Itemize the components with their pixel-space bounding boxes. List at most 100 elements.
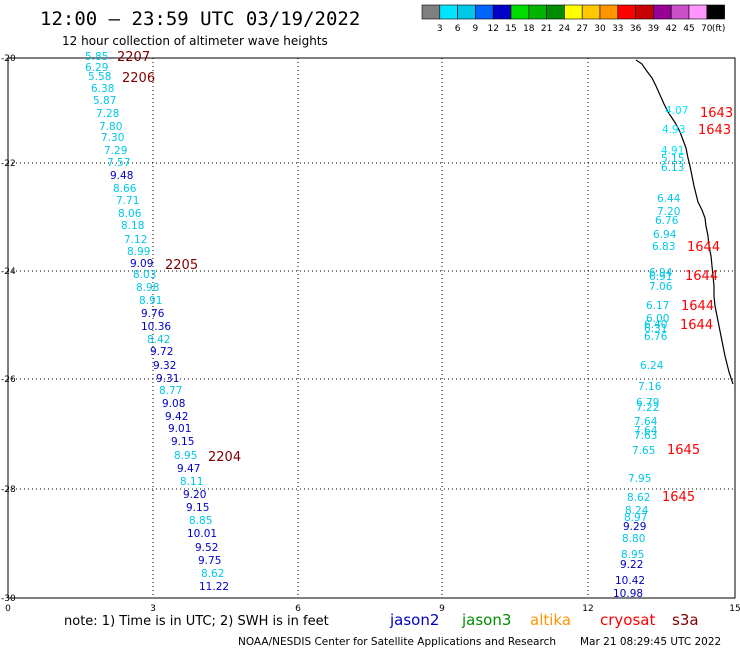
y-tick-label: -28 <box>1 485 16 495</box>
x-tick-label: 9 <box>439 604 445 614</box>
pass-time-label: 1643 <box>698 123 731 138</box>
wave-height-label: 9.76 <box>141 308 165 320</box>
legend-swatch <box>492 4 512 20</box>
footer-credit: NOAA/NESDIS Center for Satellite Applica… <box>238 636 556 648</box>
satellite-name-s3a: s3a <box>672 611 699 629</box>
wave-height-label: 6.76 <box>644 331 668 343</box>
pass-time-label: 2205 <box>165 258 198 273</box>
wave-height-label: 10.98 <box>613 588 643 600</box>
pass-time-label: 2207 <box>117 50 150 65</box>
wave-height-label: 8.42 <box>147 334 170 346</box>
wave-height-label: 6.91 <box>649 271 672 283</box>
track-east-mid: 6.447.206.766.946.836.946.917.066.176.00… <box>644 193 681 343</box>
wave-height-label: 9.48 <box>110 170 133 182</box>
wave-height-label: 6.29 <box>85 62 108 74</box>
wave-height-label: 4.93 <box>662 124 685 136</box>
wave-height-label: 5.85 <box>85 51 108 63</box>
wave-height-label: 8.62 <box>627 492 650 504</box>
x-tick-label: 6 <box>295 604 301 614</box>
track-east-south: 6.247.166.797.227.647.647.637.657.958.62… <box>613 360 664 600</box>
y-tick-label: -20 <box>1 54 16 64</box>
wave-height-label: 8.98 <box>136 282 159 294</box>
wave-height-label: 5.58 <box>88 71 111 83</box>
satellite-name-altika: altika <box>530 611 571 629</box>
satellite-name-cryosat: cryosat <box>600 611 655 629</box>
track-west: 5.856.295.586.385.877.287.807.307.297.57… <box>85 51 229 593</box>
wave-height-label: 8.95 <box>621 549 644 561</box>
wave-height-label: 9.29 <box>623 521 646 533</box>
wave-height-label: 7.64 <box>634 425 658 437</box>
legend-swatch <box>457 4 476 20</box>
pass-time-label: 1644 <box>681 299 714 314</box>
x-tick-label: 15 <box>729 604 740 614</box>
wave-height-label: 4.91 <box>661 145 684 157</box>
wave-height-label: 6.94 <box>653 229 677 241</box>
wave-height-label: 6.94 <box>649 267 673 279</box>
legend-label: 70 <box>701 24 713 34</box>
wave-height-label: 7.20 <box>657 206 680 218</box>
wave-height-label: 9.47 <box>177 463 200 475</box>
satellite-name-jason3: jason3 <box>461 611 511 629</box>
map-frame <box>7 57 736 599</box>
legend-swatch <box>528 4 547 20</box>
wave-height-label: 7.06 <box>649 281 673 293</box>
axis-ticks: 0 3 6 9 12 15 -20 -22 -24 -26 -28 -30 <box>1 54 740 614</box>
wave-height-label: 8.03 <box>133 269 156 281</box>
wave-height-label: 8.06 <box>118 208 142 220</box>
wave-height-label: 9.75 <box>198 555 221 567</box>
wave-height-label: 6.38 <box>91 83 114 95</box>
legend-swatch <box>581 4 601 20</box>
coastline <box>635 59 734 385</box>
pass-time-label: 1643 <box>700 106 733 121</box>
wave-height-label: 6.24 <box>640 360 664 372</box>
legend-label: 33 <box>612 24 623 34</box>
legend-swatch <box>617 4 636 20</box>
legend-label: 15 <box>505 24 516 34</box>
wave-height-label: 7.28 <box>96 108 119 120</box>
legend-label: 45 <box>683 24 694 34</box>
y-tick-label: -30 <box>1 594 16 604</box>
wave-height-tracks: 5.856.295.586.385.877.287.807.307.297.57… <box>85 51 688 600</box>
wave-height-label: 8.99 <box>127 246 150 258</box>
wave-height-label: 8.77 <box>159 385 182 397</box>
legend-label: 30 <box>594 24 606 34</box>
wave-height-label: 9.15 <box>186 502 209 514</box>
pass-time-label: 1645 <box>662 490 695 505</box>
legend-label: (ft) <box>712 24 726 34</box>
legend-swatch <box>670 4 690 20</box>
wave-height-label: 7.64 <box>634 416 658 428</box>
wave-height-label: 10.36 <box>141 321 171 333</box>
legend-swatch <box>706 4 725 20</box>
wave-height-label: 8.24 <box>625 505 649 517</box>
wave-height-label: 5.15 <box>661 153 684 165</box>
wave-height-label: 7.30 <box>101 132 124 144</box>
wave-height-label: 8.97 <box>624 512 647 524</box>
wave-height-label: 9.22 <box>620 559 643 571</box>
wave-height-label: 6.17 <box>646 300 669 312</box>
wave-height-label: 6.44 <box>657 193 681 205</box>
wave-height-label: 8.66 <box>113 183 137 195</box>
legend-swatch <box>564 4 583 20</box>
color-legend: 3 6 9 12 15 18 21 24 27 30 33 36 39 42 45 70 (ft) <box>421 4 726 34</box>
legend-label: 9 <box>473 24 479 34</box>
pass-time-label: 1644 <box>680 318 713 333</box>
wave-height-label: 9.42 <box>165 411 188 423</box>
footer-timestamp: Mar 21 08:29:45 UTC 2022 <box>580 636 721 648</box>
wave-height-label: 9.15 <box>171 436 194 448</box>
y-tick-label: -26 <box>1 375 16 385</box>
wave-height-label: 9.20 <box>183 489 206 501</box>
wave-height-label: 8.18 <box>121 220 144 232</box>
wave-height-label: 7.16 <box>638 381 662 393</box>
wave-height-label: 6.83 <box>652 241 675 253</box>
legend-label: 18 <box>523 24 535 34</box>
wave-height-label: 9.31 <box>156 373 179 385</box>
legend-label: 21 <box>541 24 552 34</box>
legend-swatch <box>475 4 494 20</box>
satellite-legend: jason2 jason3 altika cryosat s3a <box>389 611 699 629</box>
legend-label: 3 <box>437 24 443 34</box>
wave-height-label: 8.91 <box>139 295 162 307</box>
wave-height-label: 7.80 <box>99 121 122 133</box>
legend-label: 6 <box>455 24 461 34</box>
